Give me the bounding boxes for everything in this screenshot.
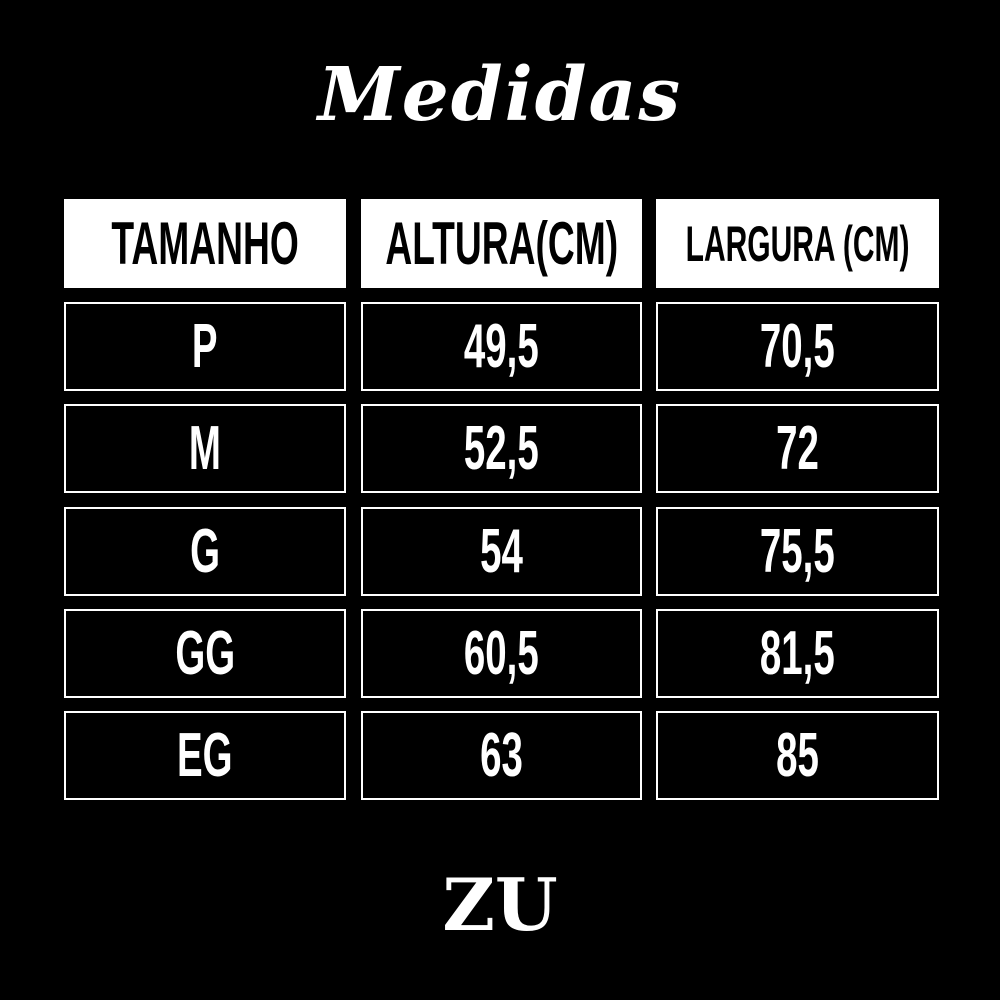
page-title: Medidas: [317, 52, 683, 138]
table-cell-height: 63: [361, 711, 642, 800]
table-cell-height: 54: [361, 507, 642, 596]
cell-value: EG: [177, 721, 233, 790]
cell-value: P: [192, 312, 218, 381]
table-cell-width: 75,5: [656, 507, 939, 596]
table-cell-width: 81,5: [656, 609, 939, 698]
brand-logo: ZU: [442, 862, 558, 947]
table-cell-width: 85: [656, 711, 939, 800]
table-cell-width: 70,5: [656, 302, 939, 391]
table-cell-size: G: [64, 507, 346, 596]
cell-value: 54: [480, 517, 523, 586]
cell-value: 49,5: [464, 312, 539, 381]
cell-value: M: [188, 414, 222, 483]
header-size: TAMANHO: [64, 199, 346, 288]
header-label: ALTURA(CM): [385, 210, 618, 277]
header-label: TAMANHO: [111, 210, 299, 277]
cell-value: 52,5: [464, 414, 539, 483]
cell-value: 63: [480, 721, 523, 790]
table-cell-size: M: [64, 404, 346, 493]
table-cell-height: 49,5: [361, 302, 642, 391]
cell-value: 85: [776, 721, 819, 790]
header-label: LARGURA (CM): [685, 215, 910, 272]
table-cell-width: 72: [656, 404, 939, 493]
header-height: ALTURA(CM): [361, 199, 642, 288]
header-width: LARGURA (CM): [656, 199, 939, 288]
table-cell-height: 52,5: [361, 404, 642, 493]
cell-value: 72: [776, 414, 819, 483]
cell-value: G: [190, 517, 220, 586]
table-cell-height: 60,5: [361, 609, 642, 698]
table-cell-size: GG: [64, 609, 346, 698]
table-cell-size: EG: [64, 711, 346, 800]
cell-value: 70,5: [760, 312, 835, 381]
cell-value: 75,5: [760, 517, 835, 586]
cell-value: 81,5: [760, 619, 835, 688]
table-cell-size: P: [64, 302, 346, 391]
cell-value: 60,5: [464, 619, 539, 688]
cell-value: GG: [175, 619, 235, 688]
